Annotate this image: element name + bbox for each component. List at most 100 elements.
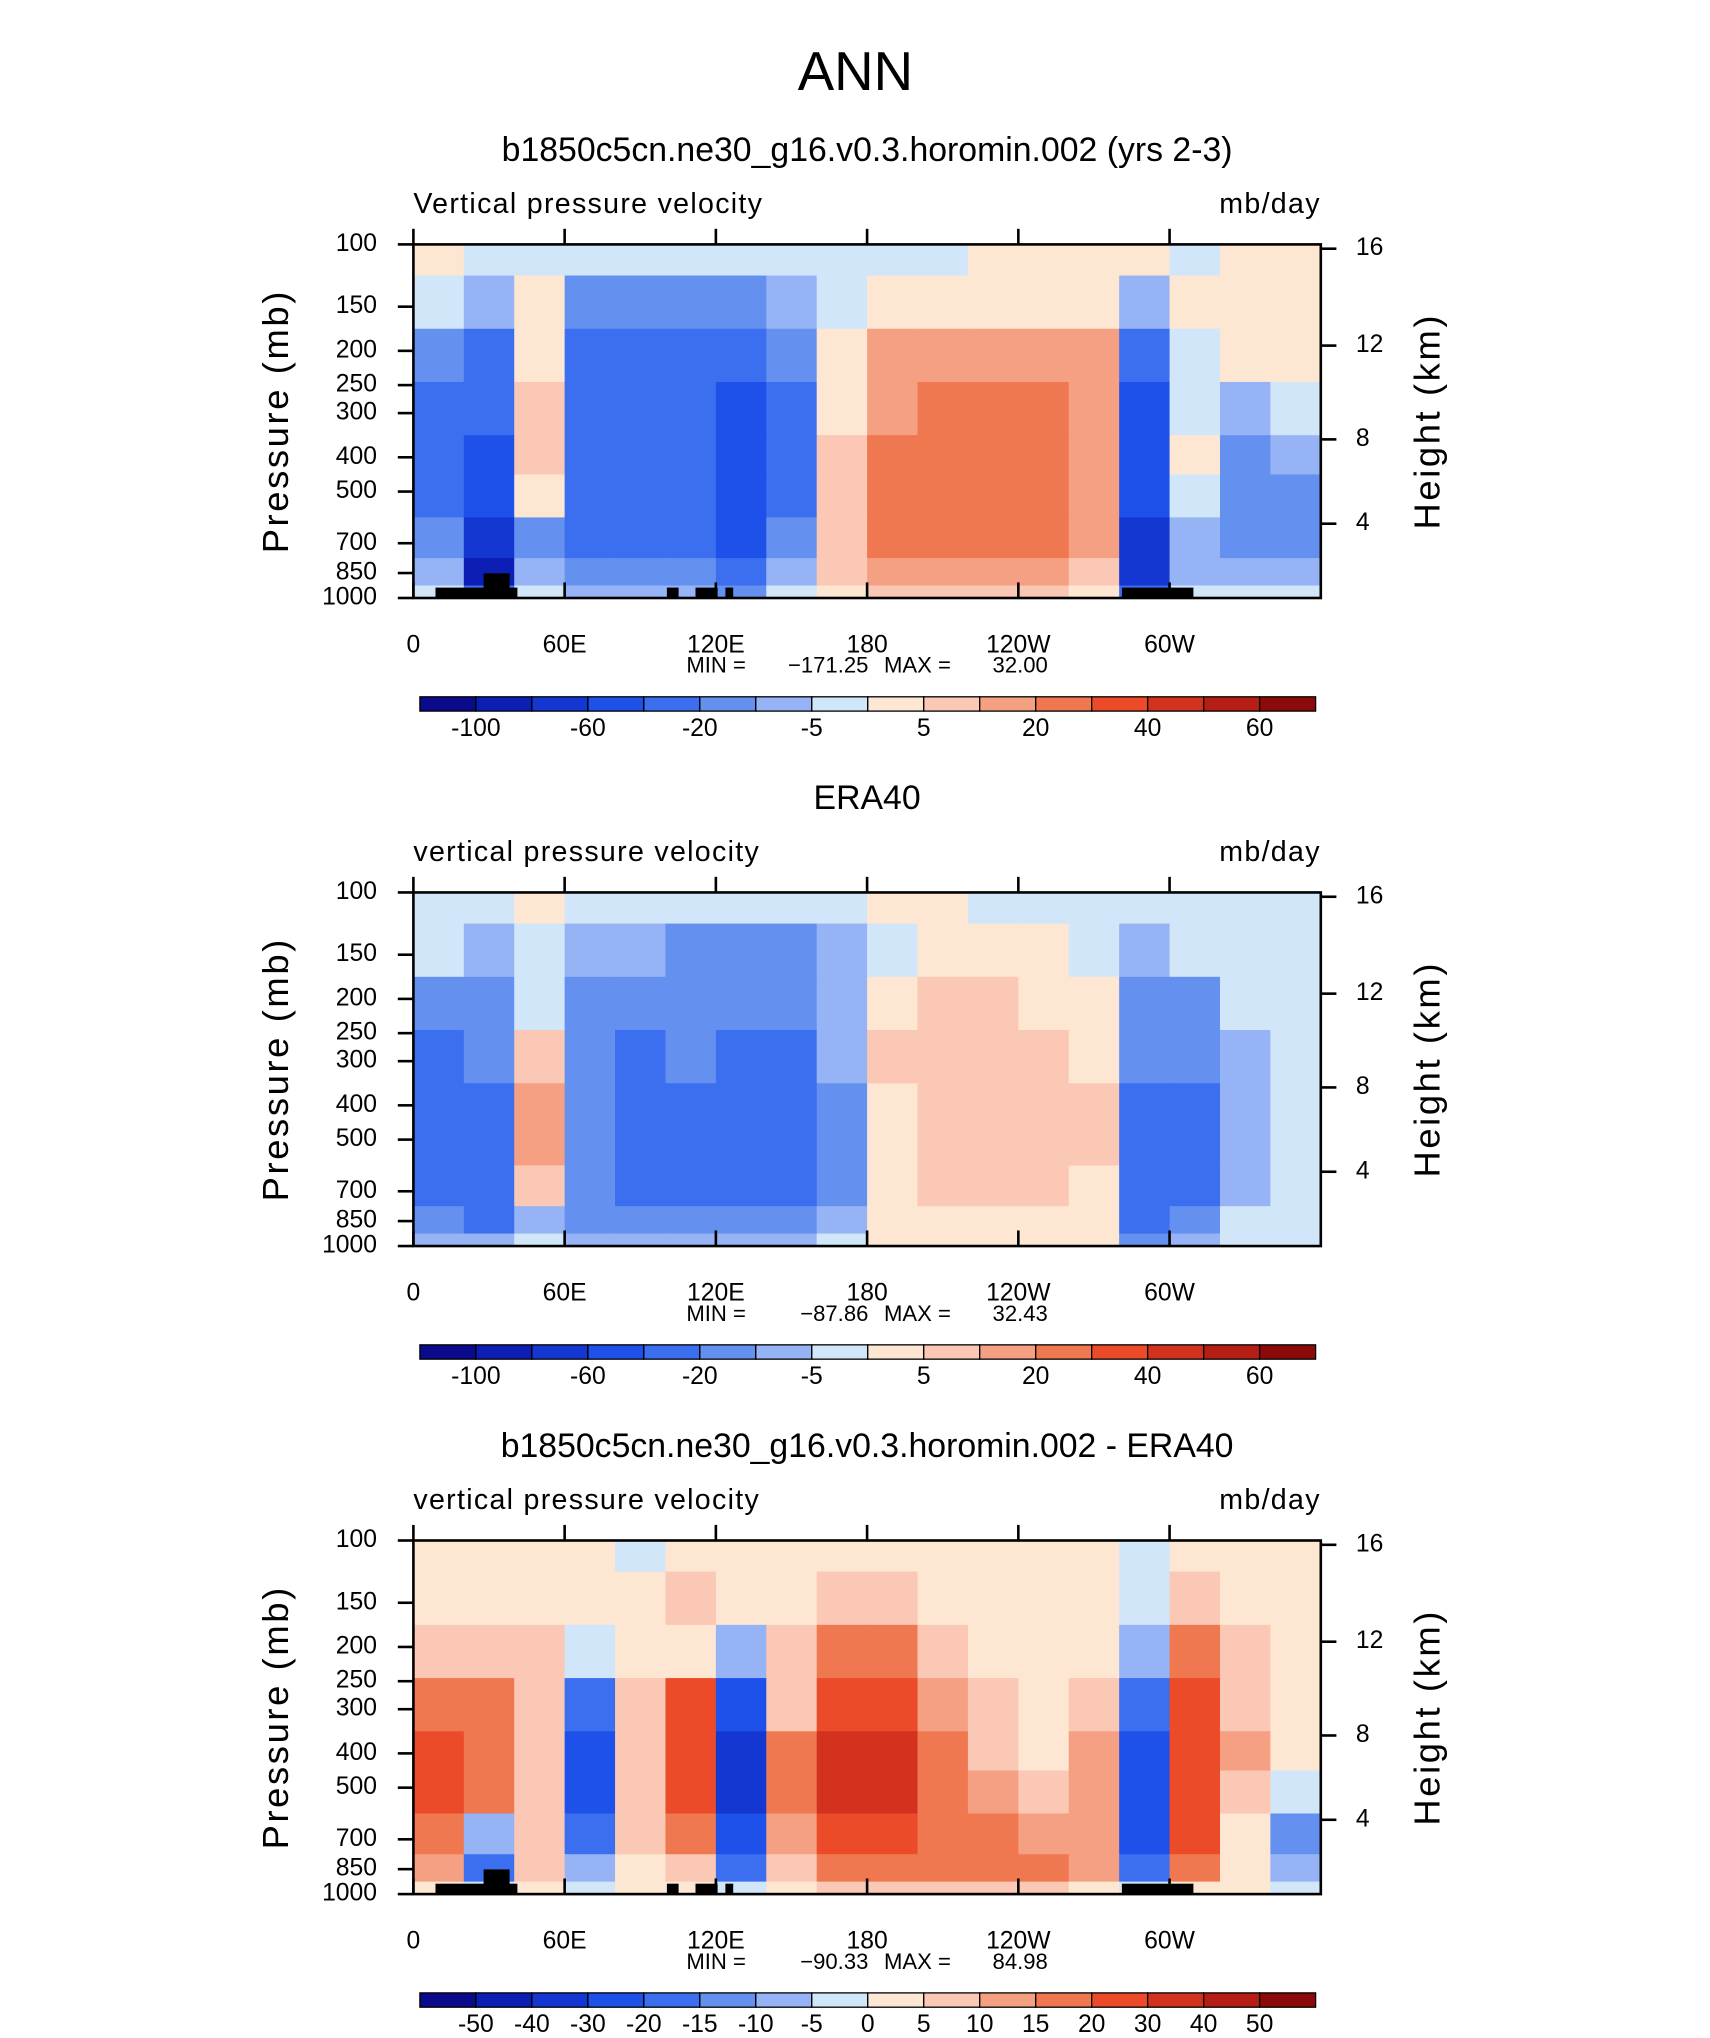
- field-cell: [413, 517, 465, 559]
- field-cell: [1270, 1030, 1322, 1085]
- field-cell: [413, 1731, 465, 1772]
- field-cell: [1068, 558, 1120, 587]
- land-mask: [695, 587, 718, 598]
- field-cell: [967, 1165, 1020, 1207]
- field-cell: [665, 558, 717, 587]
- colorbar-label: 30: [1134, 2011, 1161, 2038]
- field-cell: [1119, 1165, 1171, 1207]
- field-cell: [1068, 1233, 1120, 1247]
- field-cell: [715, 1813, 768, 1856]
- land-mask: [435, 1883, 518, 1895]
- colorbar-box: [867, 696, 925, 712]
- field-cell: [816, 558, 868, 587]
- field-cell: [615, 328, 667, 383]
- field-cell: [1219, 1881, 1272, 1895]
- y-axis-label: Pressure (mb): [255, 1585, 296, 1849]
- field-cell: [463, 1233, 516, 1247]
- field-cell: [1169, 1571, 1221, 1626]
- land-mask: [666, 1883, 679, 1895]
- y2-tick-label: 16: [1356, 234, 1383, 261]
- field-cell: [917, 1540, 969, 1573]
- x-tick-label: 120E: [687, 1928, 745, 1955]
- colorbar-label: -40: [514, 2011, 550, 2038]
- colorbar-box: [1035, 696, 1093, 712]
- field-cell: [1018, 1731, 1070, 1772]
- field-cell: [715, 892, 768, 925]
- field-cell: [917, 923, 969, 978]
- field-cell: [1270, 381, 1322, 436]
- field-cell: [1119, 275, 1171, 330]
- field-cell: [413, 976, 465, 1031]
- field-cell: [967, 1854, 1020, 1883]
- field-cell: [1169, 1083, 1221, 1124]
- field-cell: [816, 474, 868, 519]
- land-mask: [435, 587, 518, 598]
- colorbar-label: 10: [966, 2011, 993, 2038]
- field-cell: [564, 1030, 616, 1085]
- colorbar-box: [475, 696, 533, 712]
- field-cell: [1270, 435, 1322, 476]
- colorbar-label: 5: [917, 715, 931, 742]
- field-cell: [463, 328, 516, 383]
- field-cell: [1018, 1678, 1070, 1733]
- field-cell: [413, 1030, 465, 1085]
- x-tick-label: 60E: [543, 1928, 587, 1955]
- field-cell: [1270, 558, 1322, 587]
- field-cell: [917, 474, 969, 519]
- field-cell: [867, 1083, 919, 1124]
- field-cell: [867, 976, 919, 1031]
- field-cell: [615, 976, 667, 1031]
- field-cell: [715, 435, 768, 476]
- field-cell: [1018, 558, 1070, 587]
- field-cell: [615, 1813, 667, 1856]
- field-cell: [1119, 892, 1171, 925]
- field-cell: [1270, 1165, 1322, 1207]
- field-cell: [766, 892, 818, 925]
- field-cell: [1018, 1854, 1070, 1883]
- field-cell: [413, 275, 465, 330]
- field-cell: [1270, 1881, 1322, 1895]
- field-cell: [665, 1083, 717, 1124]
- field-cell: [715, 381, 768, 436]
- field-cell: [1068, 1624, 1120, 1679]
- field-cell: [1068, 275, 1120, 330]
- field-cell: [1270, 976, 1322, 1031]
- field-cell: [413, 1854, 465, 1883]
- field-cell: [1219, 435, 1272, 476]
- field-cell: [967, 244, 1020, 277]
- field-cell: [615, 1233, 667, 1247]
- field-cell: [665, 435, 717, 476]
- field-cell: [564, 244, 616, 277]
- field-cell: [413, 1122, 465, 1167]
- field-cell: [615, 435, 667, 476]
- field-cell: [514, 275, 566, 330]
- y2-tick-label: 12: [1356, 979, 1383, 1006]
- field-cell: [514, 1731, 566, 1772]
- field-cell: [514, 1571, 566, 1626]
- field-cell: [463, 435, 516, 476]
- field-cell: [816, 435, 868, 476]
- field-cell: [766, 1206, 818, 1235]
- field-cell: [665, 892, 717, 925]
- field-cell: [1169, 435, 1221, 476]
- field-cell: [1119, 1083, 1171, 1124]
- field-cell: [413, 435, 465, 476]
- colorbar-box: [1258, 1992, 1317, 2008]
- field-cell: [867, 328, 919, 383]
- colorbar-label: -30: [570, 2011, 606, 2038]
- field-cell: [967, 517, 1020, 559]
- field-cell: [715, 923, 768, 978]
- colorbar-label: -60: [570, 715, 606, 742]
- min-text: MIN =: [686, 1301, 746, 1326]
- field-cell: [766, 1083, 818, 1124]
- field-cell: [1068, 1770, 1120, 1815]
- field-cell: [715, 1770, 768, 1815]
- subtitle: vertical pressure velocity: [413, 836, 760, 868]
- field-cell: [967, 1571, 1020, 1626]
- field-cell: [413, 923, 465, 978]
- x-tick-label: 180: [846, 1928, 887, 1955]
- field-cell: [715, 275, 768, 330]
- field-cell: [1270, 1083, 1322, 1124]
- field-cell: [1219, 1165, 1272, 1207]
- field-cell: [564, 923, 616, 978]
